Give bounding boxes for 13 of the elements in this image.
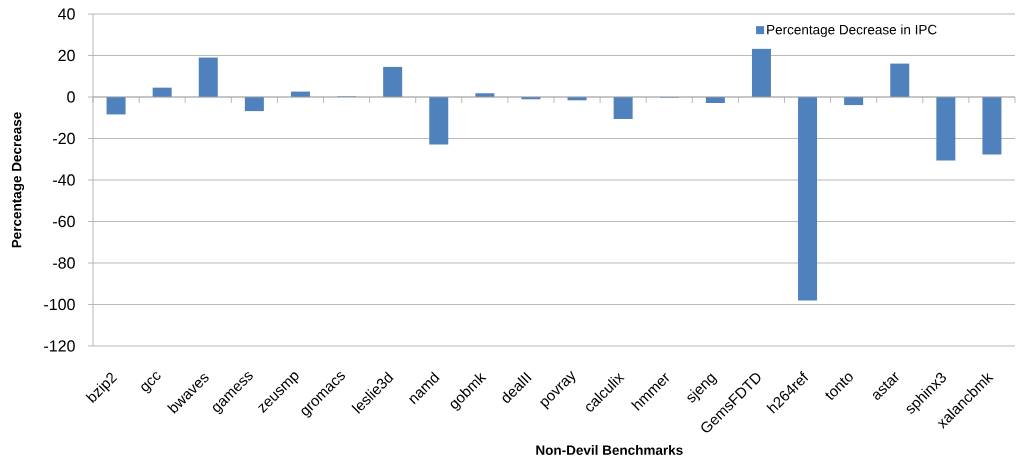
y-tick-label: 0 xyxy=(67,91,75,103)
x-axis-title: Non-Devil Benchmarks xyxy=(536,445,683,455)
y-tick-label: -40 xyxy=(53,174,75,186)
y-tick-label: 40 xyxy=(58,8,75,20)
y-tick-label: 20 xyxy=(58,49,75,62)
y-tick-label: -120 xyxy=(44,340,75,352)
y-tick-label: -20 xyxy=(53,132,75,145)
legend-label: Percentage Decrease in IPC xyxy=(767,24,937,38)
y-tick-label: -100 xyxy=(44,298,75,311)
x-tick-label: gcc xyxy=(141,372,161,394)
y-axis-title: Percentage Decrease xyxy=(11,112,25,248)
y-tick-label: -80 xyxy=(53,257,75,269)
y-tick-label: -60 xyxy=(53,215,75,228)
